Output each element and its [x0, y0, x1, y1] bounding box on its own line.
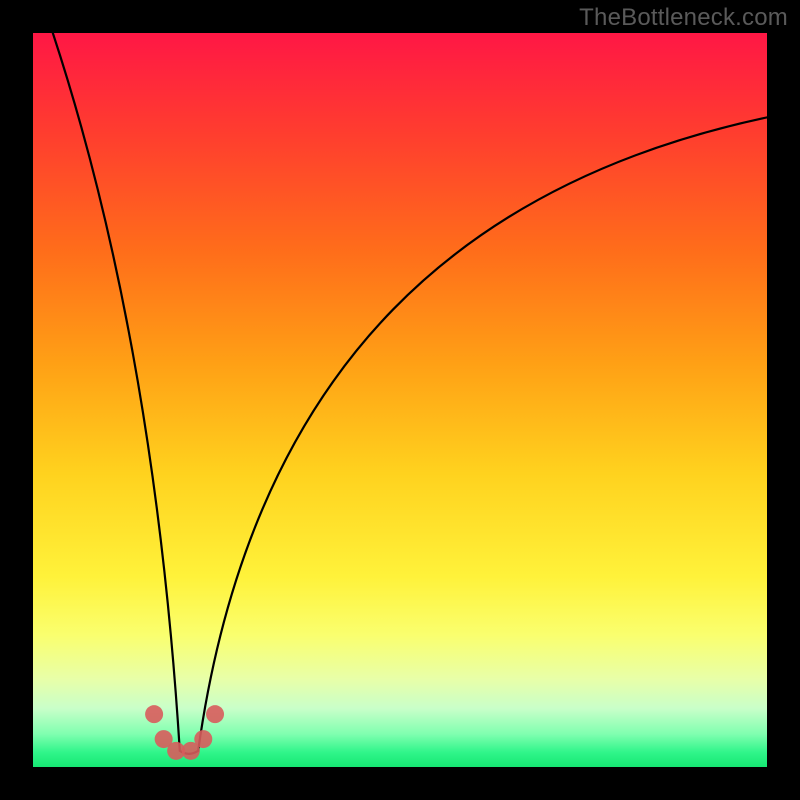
marker-dot [206, 705, 224, 723]
plot-background [33, 33, 767, 767]
watermark-text: TheBottleneck.com [579, 4, 788, 32]
marker-dot [194, 730, 212, 748]
marker-dot [145, 705, 163, 723]
bottleneck-chart [0, 0, 800, 800]
